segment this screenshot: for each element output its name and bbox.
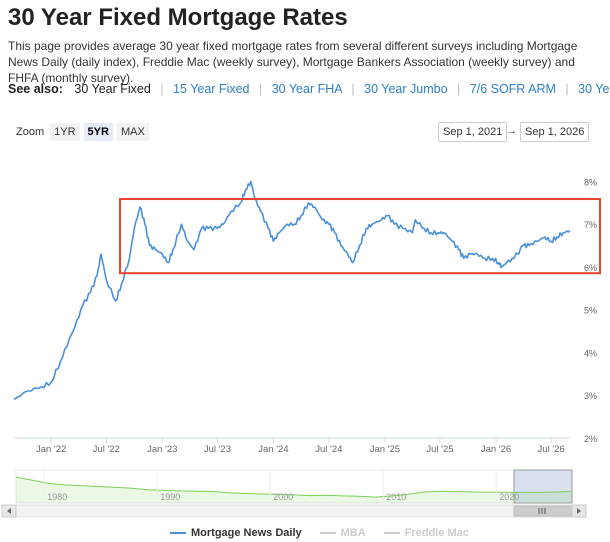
legend-swatch xyxy=(383,532,400,534)
legend-item-mba[interactable]: MBA xyxy=(319,527,366,539)
x-tick-label: Jan '23 xyxy=(147,444,177,455)
see-also-current: 30 Year Fixed xyxy=(74,82,151,96)
navigator-frame xyxy=(15,469,573,504)
y-tick-label: 4% xyxy=(584,348,597,358)
separator: | xyxy=(258,82,263,96)
x-tick-label: Jan '24 xyxy=(258,444,288,455)
x-tick-label: Jul '25 xyxy=(426,444,453,455)
y-tick-label: 7% xyxy=(584,220,597,230)
link-30-year-jumbo[interactable]: 30 Year Jumbo xyxy=(364,82,448,96)
x-tick-label: Jan '22 xyxy=(36,444,66,455)
x-tick-label: Jan '26 xyxy=(481,444,511,455)
range-arrow-icon: → xyxy=(506,125,517,137)
navigator-tick-label: 1980 xyxy=(47,492,67,502)
x-tick-label: Jan '25 xyxy=(370,444,400,455)
zoom-5yr-button[interactable]: 5YR xyxy=(83,123,113,141)
y-tick-label: 2% xyxy=(584,434,597,444)
legend-item-mortgage-news-daily[interactable]: Mortgage News Daily xyxy=(170,527,302,539)
chart-legend: Mortgage News Daily MBA Freddie Mac xyxy=(170,527,487,539)
navigator-tick-label: 2000 xyxy=(273,492,293,502)
range-from-input[interactable]: Sep 1, 2021 xyxy=(438,122,508,142)
see-also-label: See also: xyxy=(8,82,63,96)
see-also-nav: See also: 30 Year Fixed | 15 Year Fixed … xyxy=(8,82,610,96)
zoom-1yr-button[interactable]: 1YR xyxy=(50,123,80,141)
separator: | xyxy=(351,82,355,96)
legend-item-freddie-mac[interactable]: Freddie Mac xyxy=(383,527,469,539)
chevron-left-icon xyxy=(7,508,11,514)
zoom-controls: Zoom 1YR 5YR MAX xyxy=(16,123,149,141)
legend-label: Freddie Mac xyxy=(404,527,469,539)
scrollbar-track xyxy=(15,504,573,518)
link-30-year-fha[interactable]: 30 Year FHA xyxy=(271,82,342,96)
y-tick-label: 3% xyxy=(584,391,597,401)
page-title: 30 Year Fixed Mortgage Rates xyxy=(8,4,348,31)
page-description: This page provides average 30 year fixed… xyxy=(8,39,578,85)
zoom-label: Zoom xyxy=(16,126,45,138)
x-tick-label: Jul '26 xyxy=(538,444,565,455)
link-15-year-fixed[interactable]: 15 Year Fixed xyxy=(173,82,250,96)
navigator-selection xyxy=(513,469,573,504)
scrollbar-thumb[interactable] xyxy=(513,505,573,517)
y-tick-label: 6% xyxy=(584,263,597,273)
link-7-6-sofr-arm[interactable]: 7/6 SOFR ARM xyxy=(469,82,556,96)
navigator-tick-label: 2010 xyxy=(386,492,406,502)
navigator-tick-label: 1990 xyxy=(160,492,180,502)
legend-label: Mortgage News Daily xyxy=(191,527,302,539)
separator: | xyxy=(565,82,569,96)
x-tick-label: Jul '22 xyxy=(93,444,120,455)
zoom-max-button[interactable]: MAX xyxy=(116,123,149,141)
legend-swatch xyxy=(170,532,186,534)
separator: | xyxy=(160,82,164,96)
navigator-tick-label: 2020 xyxy=(499,492,519,502)
chevron-right-icon xyxy=(577,508,581,514)
separator: | xyxy=(457,82,461,96)
x-tick-label: Jul '23 xyxy=(204,444,231,455)
legend-swatch xyxy=(319,532,336,534)
legend-label: MBA xyxy=(340,527,366,539)
y-tick-label: 5% xyxy=(584,306,597,316)
y-tick-label: 8% xyxy=(584,177,597,187)
range-to-input[interactable]: Sep 1, 2026 xyxy=(520,122,590,142)
navigator-line xyxy=(15,476,573,498)
series-line-mortgage-news-daily xyxy=(13,180,571,401)
highlight-box xyxy=(119,198,601,275)
navigator-area xyxy=(16,477,572,503)
x-tick-label: Jul '24 xyxy=(315,444,342,455)
link-30-year-va[interactable]: 30 Year VA xyxy=(578,82,610,96)
